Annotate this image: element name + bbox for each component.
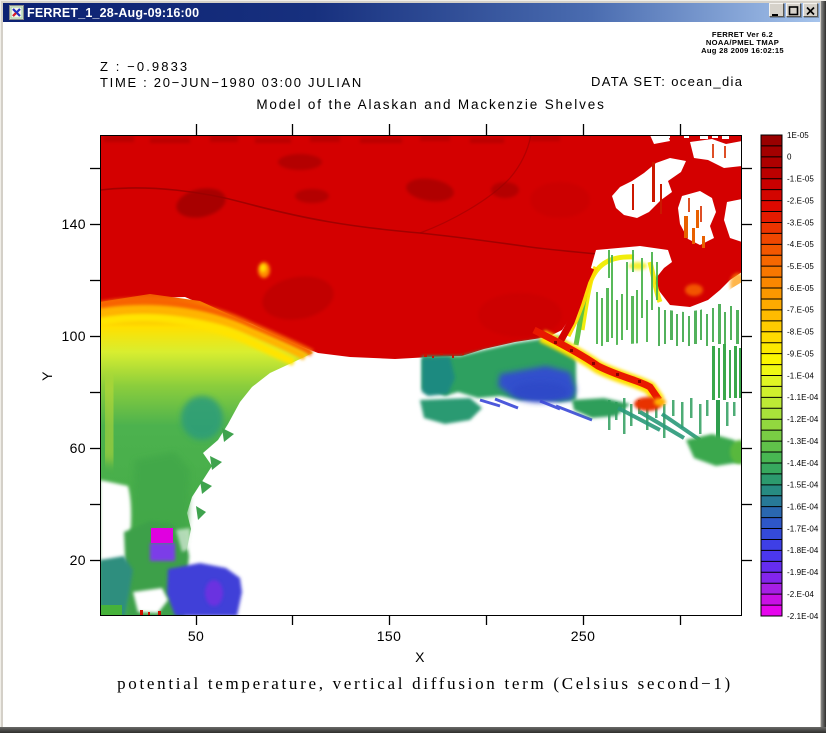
svg-text:-5.E-05: -5.E-05 — [787, 262, 814, 271]
svg-text:-1.4E-04: -1.4E-04 — [787, 459, 819, 468]
svg-text:20: 20 — [70, 552, 86, 568]
svg-text:-1.3E-04: -1.3E-04 — [787, 437, 819, 446]
svg-text:-2.E-04: -2.E-04 — [787, 590, 814, 599]
svg-text:-1.E-04: -1.E-04 — [787, 371, 814, 380]
svg-text:-1.2E-04: -1.2E-04 — [787, 415, 819, 424]
svg-text:140: 140 — [61, 216, 86, 232]
svg-text:-1.E-05: -1.E-05 — [787, 175, 814, 184]
svg-text:-8.E-05: -8.E-05 — [787, 328, 814, 337]
svg-text:0: 0 — [787, 153, 792, 162]
svg-text:250: 250 — [571, 628, 596, 644]
svg-text:X: X — [415, 649, 425, 665]
svg-text:60: 60 — [70, 440, 86, 456]
svg-text:-7.E-05: -7.E-05 — [787, 306, 814, 315]
svg-text:-9.E-05: -9.E-05 — [787, 349, 814, 358]
svg-text:1E-05: 1E-05 — [787, 131, 809, 140]
svg-text:-1.9E-04: -1.9E-04 — [787, 568, 819, 577]
svg-text:-3.E-05: -3.E-05 — [787, 218, 814, 227]
svg-text:50: 50 — [188, 628, 204, 644]
svg-text:-1.7E-04: -1.7E-04 — [787, 524, 819, 533]
svg-text:Y: Y — [39, 371, 55, 381]
svg-text:-1.5E-04: -1.5E-04 — [787, 481, 819, 490]
svg-text:-1.1E-04: -1.1E-04 — [787, 393, 819, 402]
svg-text:-2.1E-04: -2.1E-04 — [787, 612, 819, 621]
svg-text:150: 150 — [377, 628, 402, 644]
svg-text:100: 100 — [61, 328, 86, 344]
svg-text:-2.E-05: -2.E-05 — [787, 196, 814, 205]
svg-text:-4.E-05: -4.E-05 — [787, 240, 814, 249]
svg-text:-6.E-05: -6.E-05 — [787, 284, 814, 293]
svg-text:-1.8E-04: -1.8E-04 — [787, 546, 819, 555]
svg-text:-1.6E-04: -1.6E-04 — [787, 503, 819, 512]
